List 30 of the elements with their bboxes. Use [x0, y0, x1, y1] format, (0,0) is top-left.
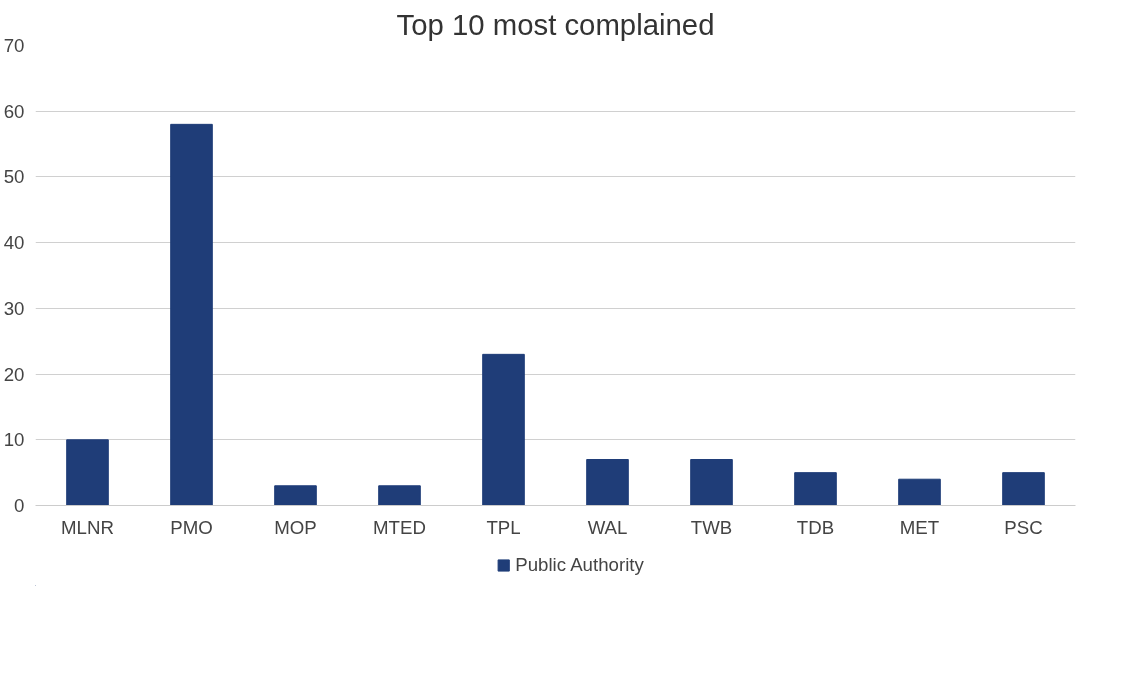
- chart-title: Top 10 most complained: [396, 7, 715, 41]
- x-tick-label: WAL: [587, 516, 628, 538]
- bar: [586, 459, 629, 506]
- x-tick-label: MLNR: [61, 516, 114, 538]
- bar: [1002, 472, 1045, 506]
- bar: [690, 459, 733, 506]
- bar: [794, 472, 837, 506]
- x-tick-label: MTED: [373, 516, 426, 538]
- y-tick-label: 0: [14, 495, 25, 516]
- bar: [378, 485, 421, 506]
- legend-label: Public Authority: [515, 554, 644, 576]
- bar: [66, 439, 109, 506]
- y-tick-label: 20: [3, 363, 25, 385]
- y-tick-label: 10: [3, 429, 25, 451]
- y-tick-label: 40: [3, 232, 25, 254]
- bar: [482, 353, 525, 506]
- y-tick-label: 30: [3, 297, 25, 319]
- bar: [274, 485, 317, 506]
- bar: [898, 478, 941, 506]
- y-tick-label: 70: [3, 35, 25, 56]
- x-tick-label: PSC: [1004, 516, 1043, 538]
- bar: [170, 123, 213, 506]
- y-tick-label: 50: [3, 166, 25, 188]
- y-tick-label: 60: [3, 100, 25, 122]
- x-tick-label: MET: [899, 516, 940, 538]
- x-tick-label: MOP: [274, 516, 317, 538]
- x-tick-label: TWB: [690, 516, 733, 538]
- x-tick-label: TPL: [486, 516, 521, 538]
- x-tick-label: PMO: [170, 516, 213, 538]
- x-tick-label: TDB: [796, 516, 835, 538]
